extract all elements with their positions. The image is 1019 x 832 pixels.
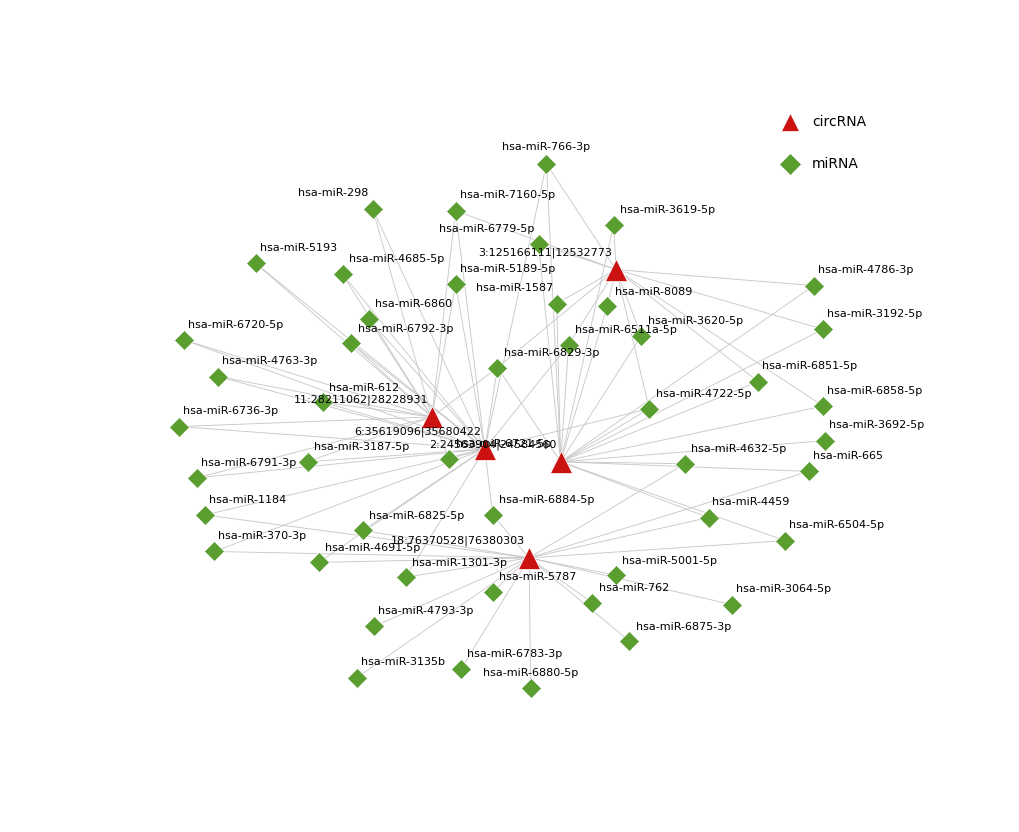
Text: 3:125166111|12532773: 3:125166111|12532773 [478,248,611,258]
Text: hsa-miR-3619-5p: hsa-miR-3619-5p [620,205,714,215]
Text: hsa-miR-5189-5p: hsa-miR-5189-5p [459,264,554,274]
Text: hsa-miR-6851-5p: hsa-miR-6851-5p [761,361,857,371]
Text: hsa-miR-6825-5p: hsa-miR-6825-5p [369,511,465,521]
Text: hsa-miR-6511a-5p: hsa-miR-6511a-5p [575,325,677,335]
Text: hsa-miR-3192-5p: hsa-miR-3192-5p [826,309,921,319]
Text: hsa-miR-3064-5p: hsa-miR-3064-5p [736,584,830,594]
Text: hsa-miR-665: hsa-miR-665 [812,451,882,461]
Text: 6:35619096|35680422: 6:35619096|35680422 [354,427,480,438]
Text: hsa-miR-4685-5p: hsa-miR-4685-5p [348,255,443,265]
Text: miRNA: miRNA [811,157,858,171]
Text: 11:28211062|28228931: 11:28211062|28228931 [293,395,428,405]
Text: circRNA: circRNA [811,116,865,129]
Text: hsa-miR-5001-5p: hsa-miR-5001-5p [622,556,716,566]
Text: hsa-miR-4722-5p: hsa-miR-4722-5p [655,389,750,399]
Text: hsa-miR-766-3p: hsa-miR-766-3p [502,142,590,152]
Text: hsa-miR-6791-3p: hsa-miR-6791-3p [201,458,296,468]
Text: hsa-miR-1301-3p: hsa-miR-1301-3p [412,557,506,567]
Text: hsa-miR-6736-3p: hsa-miR-6736-3p [182,406,278,416]
Text: hsa-miR-3692-5p: hsa-miR-3692-5p [827,420,923,430]
Text: hsa-miR-6779-5p: hsa-miR-6779-5p [439,224,534,234]
Text: hsa-miR-6721-5p: hsa-miR-6721-5p [455,439,550,449]
Text: hsa-miR-5787: hsa-miR-5787 [498,572,576,582]
Text: hsa-miR-6792-3p: hsa-miR-6792-3p [358,324,452,334]
Text: hsa-miR-7160-5p: hsa-miR-7160-5p [459,191,554,201]
Text: hsa-miR-6720-5p: hsa-miR-6720-5p [189,319,283,329]
Text: hsa-miR-5193: hsa-miR-5193 [259,243,336,253]
Text: hsa-miR-3620-5p: hsa-miR-3620-5p [647,316,742,326]
Text: hsa-miR-4793-3p: hsa-miR-4793-3p [378,607,473,617]
Text: hsa-miR-298: hsa-miR-298 [298,189,368,199]
Text: hsa-miR-6875-3p: hsa-miR-6875-3p [635,622,731,631]
Text: 18:76370528|76380303: 18:76370528|76380303 [390,536,525,547]
Text: hsa-miR-6829-3p: hsa-miR-6829-3p [503,348,598,358]
Text: hsa-miR-1587: hsa-miR-1587 [475,284,552,294]
Text: hsa-miR-762: hsa-miR-762 [598,583,668,593]
Text: hsa-miR-1184: hsa-miR-1184 [209,495,286,505]
Text: hsa-miR-6860: hsa-miR-6860 [375,300,451,310]
Text: hsa-miR-4691-5p: hsa-miR-4691-5p [325,542,420,552]
Text: hsa-miR-6783-3p: hsa-miR-6783-3p [467,649,562,659]
Text: hsa-miR-612: hsa-miR-612 [329,383,398,393]
Text: hsa-miR-3187-5p: hsa-miR-3187-5p [314,442,409,453]
Text: hsa-miR-6884-5p: hsa-miR-6884-5p [498,495,594,505]
Text: 2:24563904|24584560: 2:24563904|24584560 [429,440,556,450]
Text: hsa-miR-4632-5p: hsa-miR-4632-5p [691,444,786,454]
Text: hsa-miR-4459: hsa-miR-4459 [711,498,789,508]
Text: hsa-miR-370-3p: hsa-miR-370-3p [218,532,307,542]
Text: hsa-miR-6880-5p: hsa-miR-6880-5p [483,668,578,678]
Text: hsa-miR-6504-5p: hsa-miR-6504-5p [789,520,883,530]
Text: hsa-miR-4763-3p: hsa-miR-4763-3p [222,356,317,366]
Text: hsa-miR-6858-5p: hsa-miR-6858-5p [826,386,921,396]
Text: hsa-miR-3135b: hsa-miR-3135b [361,657,444,667]
Text: hsa-miR-4786-3p: hsa-miR-4786-3p [817,265,912,275]
Text: hsa-miR-8089: hsa-miR-8089 [614,286,692,296]
